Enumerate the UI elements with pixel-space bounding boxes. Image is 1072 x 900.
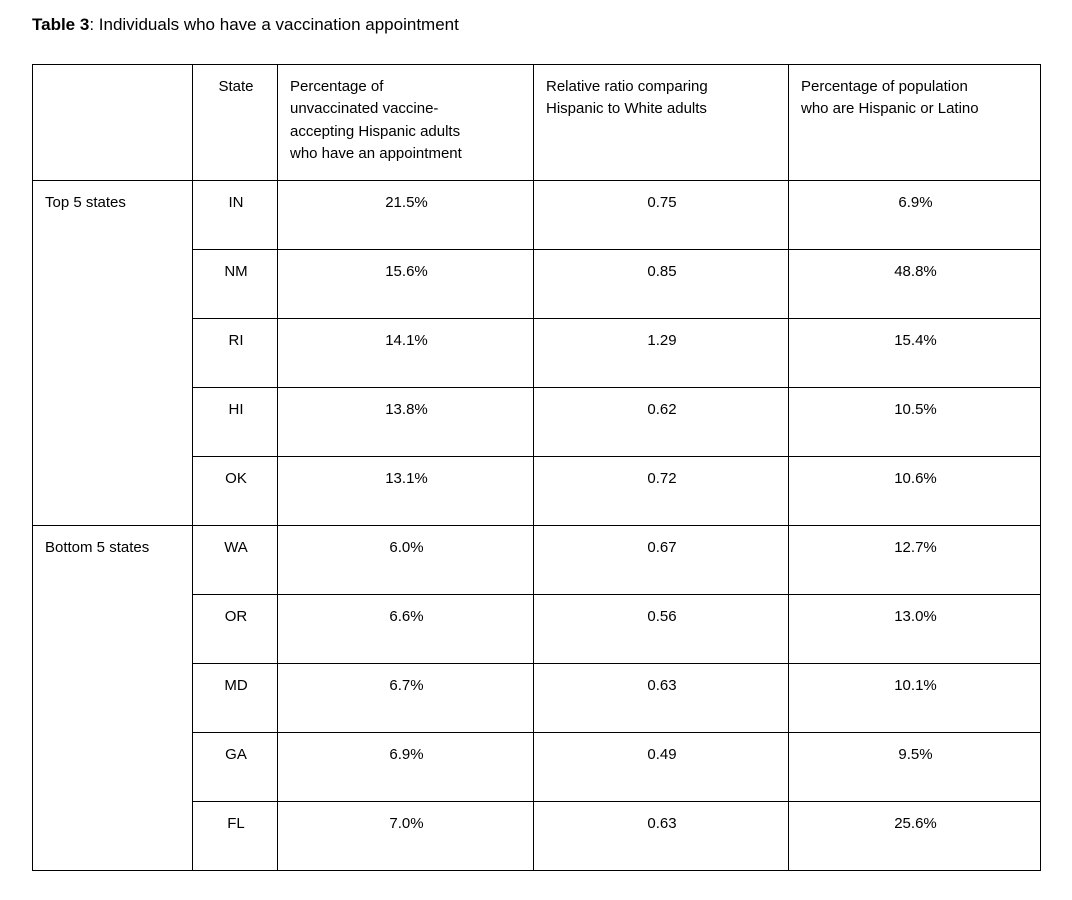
table-caption-text: : Individuals who have a vaccination app… xyxy=(89,15,459,34)
relative-ratio-cell: 0.56 xyxy=(533,593,789,664)
relative-ratio-cell: 1.29 xyxy=(533,317,789,388)
state-cell: IN xyxy=(192,179,278,250)
pct-appointment-cell: 13.8% xyxy=(277,386,534,457)
vaccination-appointment-table: State Percentage of unvaccinated vaccine… xyxy=(32,63,1041,871)
pct-population-cell: 6.9% xyxy=(788,179,1041,250)
pct-population-cell: 10.1% xyxy=(788,662,1041,733)
state-cell: HI xyxy=(192,386,278,457)
state-cell: OR xyxy=(192,593,278,664)
pct-appointment-cell: 6.7% xyxy=(277,662,534,733)
group-label-top5: Top 5 states xyxy=(32,179,193,526)
relative-ratio-cell: 0.72 xyxy=(533,455,789,526)
table-row: GA 6.9% 0.49 9.5% xyxy=(33,731,1041,802)
pct-appointment-cell: 6.6% xyxy=(277,593,534,664)
pct-appointment-cell: 6.9% xyxy=(277,731,534,802)
table-row: Top 5 states IN 21.5% 0.75 6.9% xyxy=(32,179,1041,526)
pct-appointment-cell: 6.0% xyxy=(277,524,534,595)
column-header-state: State xyxy=(192,63,278,181)
table-row: OK 13.1% 0.72 10.6% xyxy=(33,455,1041,526)
header-row: State Percentage of unvaccinated vaccine… xyxy=(32,63,1041,181)
pct-population-cell: 48.8% xyxy=(788,248,1041,319)
pct-appointment-cell: 7.0% xyxy=(277,800,534,871)
pct-appointment-cell: 15.6% xyxy=(277,248,534,319)
corner-cell xyxy=(32,63,193,181)
pct-appointment-cell: 21.5% xyxy=(277,179,534,250)
relative-ratio-cell: 0.49 xyxy=(533,731,789,802)
table-row: Bottom 5 states WA 6.0% 0.67 12.7% xyxy=(32,524,1041,871)
pct-population-cell: 9.5% xyxy=(788,731,1041,802)
pct-population-cell: 25.6% xyxy=(788,800,1041,871)
pct-appointment-cell: 14.1% xyxy=(277,317,534,388)
table-row: OR 6.6% 0.56 13.0% xyxy=(33,593,1041,664)
state-cell: RI xyxy=(192,317,278,388)
table-row: FL 7.0% 0.63 25.6% xyxy=(33,800,1041,871)
relative-ratio-cell: 0.62 xyxy=(533,386,789,457)
state-cell: MD xyxy=(192,662,278,733)
pct-population-cell: 15.4% xyxy=(788,317,1041,388)
pct-population-cell: 13.0% xyxy=(788,593,1041,664)
relative-ratio-cell: 0.63 xyxy=(533,662,789,733)
state-cell: FL xyxy=(192,800,278,871)
state-cell: GA xyxy=(192,731,278,802)
table-row: MD 6.7% 0.63 10.1% xyxy=(33,662,1041,733)
column-header-pct-appointment: Percentage of unvaccinated vaccine- acce… xyxy=(277,63,534,181)
column-header-pct-population: Percentage of population who are Hispani… xyxy=(788,63,1041,181)
pct-appointment-cell: 13.1% xyxy=(277,455,534,526)
table-row: NM 15.6% 0.85 48.8% xyxy=(33,248,1041,319)
pct-population-cell: 10.5% xyxy=(788,386,1041,457)
state-cell: OK xyxy=(192,455,278,526)
relative-ratio-cell: 0.75 xyxy=(533,179,789,250)
state-cell: NM xyxy=(192,248,278,319)
column-header-relative-ratio: Relative ratio comparing Hispanic to Whi… xyxy=(533,63,789,181)
pct-population-cell: 10.6% xyxy=(788,455,1041,526)
relative-ratio-cell: 0.85 xyxy=(533,248,789,319)
table-caption: Table 3: Individuals who have a vaccinat… xyxy=(32,13,1040,37)
relative-ratio-cell: 0.63 xyxy=(533,800,789,871)
table-caption-label: Table 3 xyxy=(32,15,90,34)
relative-ratio-cell: 0.67 xyxy=(533,524,789,595)
state-cell: WA xyxy=(192,524,278,595)
pct-population-cell: 12.7% xyxy=(788,524,1041,595)
table-row: HI 13.8% 0.62 10.5% xyxy=(33,386,1041,457)
group-label-bottom5: Bottom 5 states xyxy=(32,524,193,871)
table-row: RI 14.1% 1.29 15.4% xyxy=(33,317,1041,388)
